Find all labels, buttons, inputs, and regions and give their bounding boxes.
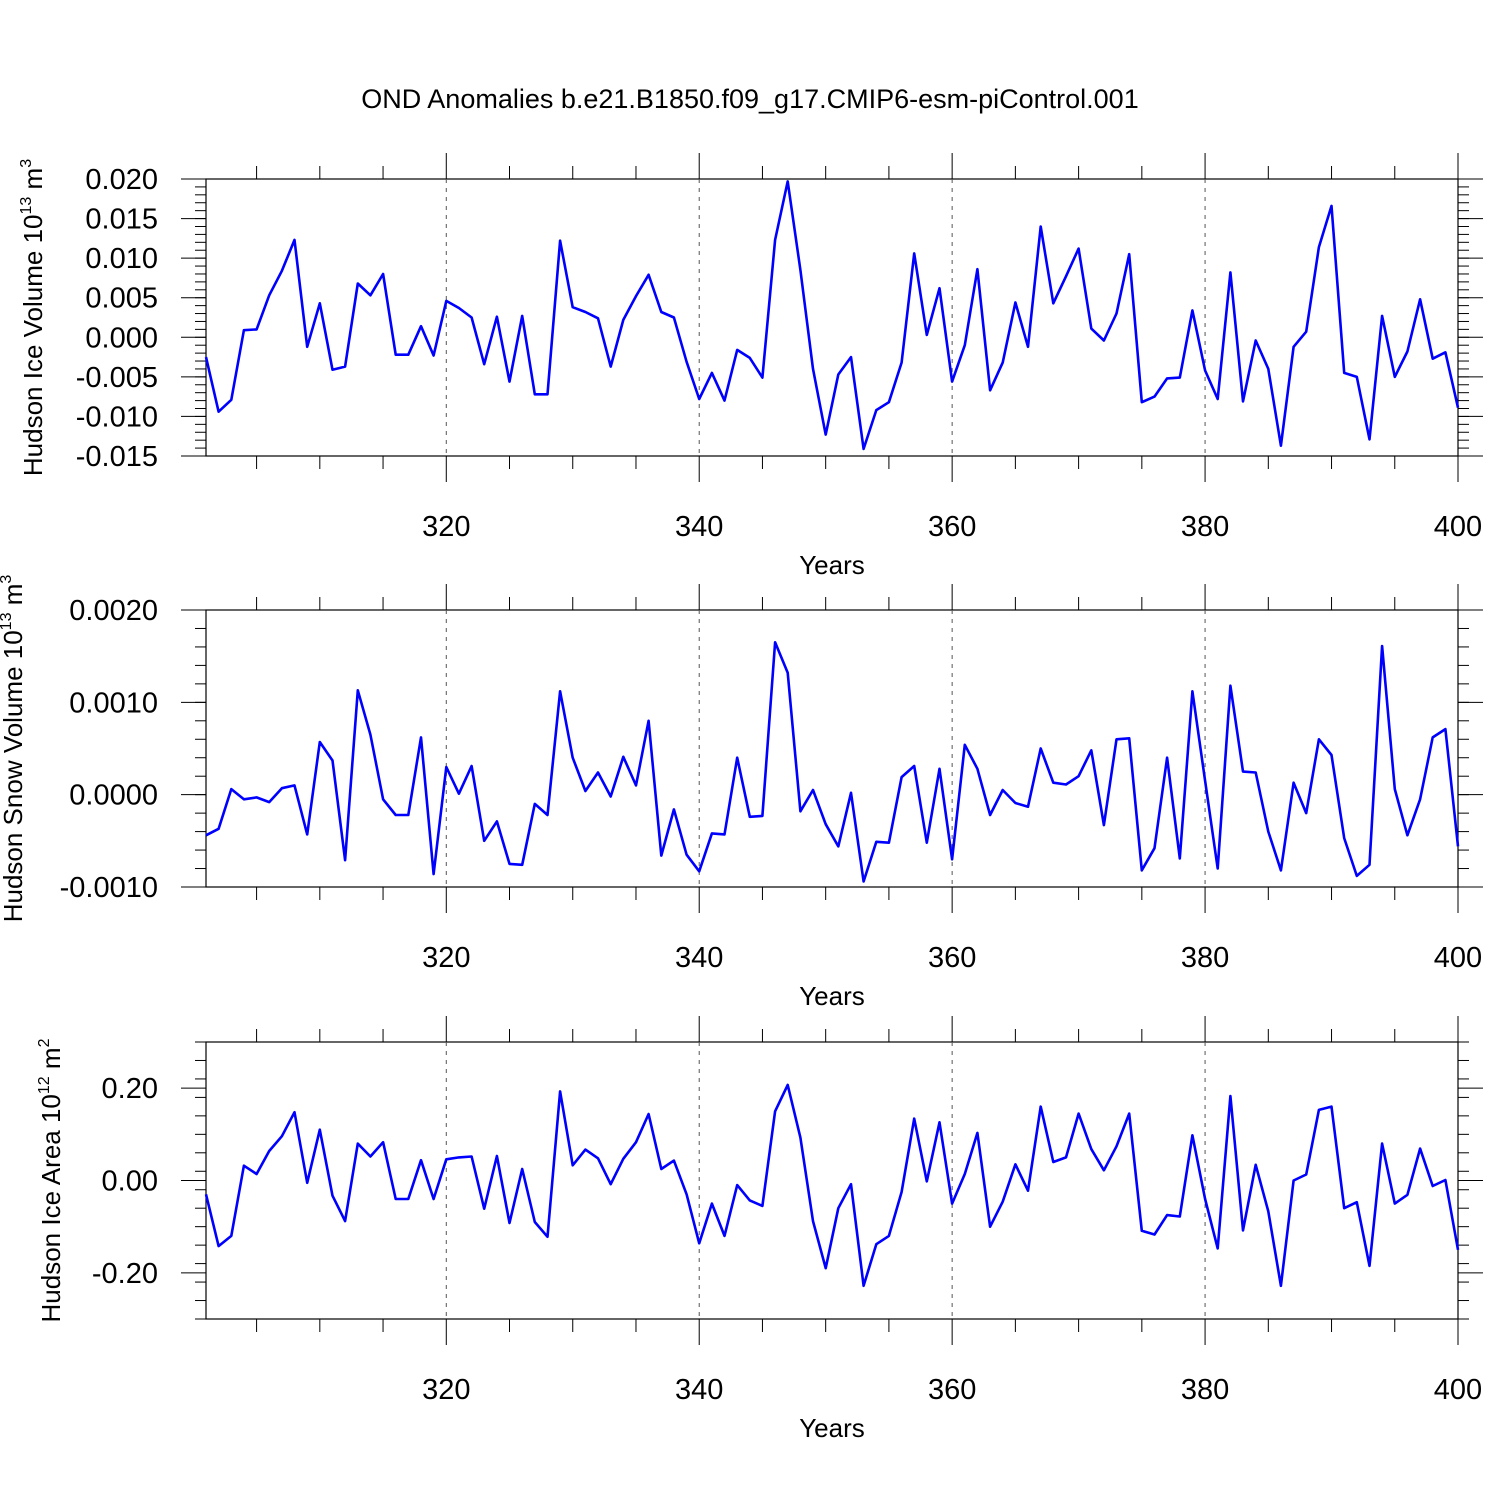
- y-axis-label-exponent: 13: [0, 612, 15, 630]
- x-tick-label: 380: [1181, 511, 1229, 543]
- y-axis-label-unit: m: [18, 168, 48, 197]
- y-tick-label: -0.010: [76, 401, 158, 433]
- y-axis-label-text: Hudson Ice Volume 10: [18, 214, 48, 476]
- x-tick-label: 320: [422, 1374, 470, 1406]
- panel-ice-volume: 320 340 360 380 400 Years -0.015 -0.010 -0.005 0.…: [18, 153, 1483, 580]
- plot-frame: [205, 609, 1459, 888]
- series-line: [205, 640, 1460, 883]
- x-tick-label: 380: [1181, 1374, 1229, 1406]
- y-axis-label: Hudson Ice Volume 1013 m3: [18, 159, 48, 476]
- y-tick-label: 0.0010: [69, 687, 158, 719]
- x-axis-label: Years: [799, 981, 865, 1011]
- plot-frame: [205, 178, 1459, 457]
- x-tick-label: 320: [422, 511, 470, 543]
- series-line: [204, 180, 1460, 451]
- x-axis-label: Years: [799, 550, 865, 580]
- x-tick-label: 360: [928, 511, 976, 543]
- y-tick-label: -0.015: [76, 441, 158, 473]
- y-axis-label-unit-exponent: 3: [18, 159, 35, 168]
- x-tick-label: 400: [1434, 1374, 1482, 1406]
- y-axis-label-exponent: 13: [18, 197, 35, 215]
- y-tick-label: 0.0000: [69, 780, 158, 812]
- panel-snow-volume: 320 340 360 380 400 Years -0.0010 0.0000 0.0010 0…: [0, 575, 1483, 1011]
- y-axis-label-exponent: 12: [36, 1076, 53, 1094]
- x-tick-label: 400: [1434, 942, 1482, 974]
- x-tick-label: 400: [1434, 511, 1482, 543]
- y-axis-label-unit: m: [0, 584, 28, 613]
- y-tick-label: 0.020: [85, 164, 158, 196]
- y-axis-label: Hudson Snow Volume 1013 m3: [0, 575, 28, 923]
- x-axis-label: Years: [799, 1413, 865, 1443]
- y-tick-label: -0.20: [92, 1258, 158, 1290]
- y-axis-label-unit-exponent: 2: [36, 1038, 53, 1047]
- y-tick-label: 0.0020: [69, 595, 158, 627]
- plot-frame: [205, 1041, 1459, 1320]
- y-tick-label: 0.20: [102, 1073, 158, 1105]
- x-tick-label: 380: [1181, 942, 1229, 974]
- x-tick-label: 340: [675, 1374, 723, 1406]
- y-tick-label: -0.0010: [60, 872, 158, 904]
- y-axis-label: Hudson Ice Area 1012 m2: [36, 1038, 66, 1322]
- y-axis-label-text: Hudson Snow Volume 10: [0, 630, 28, 922]
- x-tick-label: 320: [422, 942, 470, 974]
- y-tick-label: 0.000: [85, 322, 158, 354]
- y-tick-label: -0.005: [76, 362, 158, 394]
- y-tick-label: 0.00: [102, 1166, 158, 1198]
- panel-ice-area: 320 340 360 380 400 Years -0.20 0.00 0.20 Hudson …: [36, 1016, 1483, 1443]
- y-axis-label-unit-exponent: 3: [0, 575, 15, 584]
- y-axis-label-text: Hudson Ice Area 10: [36, 1094, 66, 1322]
- y-tick-label: 0.010: [85, 243, 158, 275]
- y-tick-label: 0.015: [85, 204, 158, 236]
- chart-title: OND Anomalies b.e21.B1850.f09_g17.CMIP6-…: [361, 84, 1138, 114]
- series-line: [204, 1083, 1460, 1288]
- x-tick-label: 340: [675, 942, 723, 974]
- x-tick-label: 360: [928, 942, 976, 974]
- y-tick-label: 0.005: [85, 283, 158, 315]
- x-tick-label: 360: [928, 1374, 976, 1406]
- y-axis-label-unit: m: [36, 1047, 66, 1076]
- x-tick-label: 340: [675, 511, 723, 543]
